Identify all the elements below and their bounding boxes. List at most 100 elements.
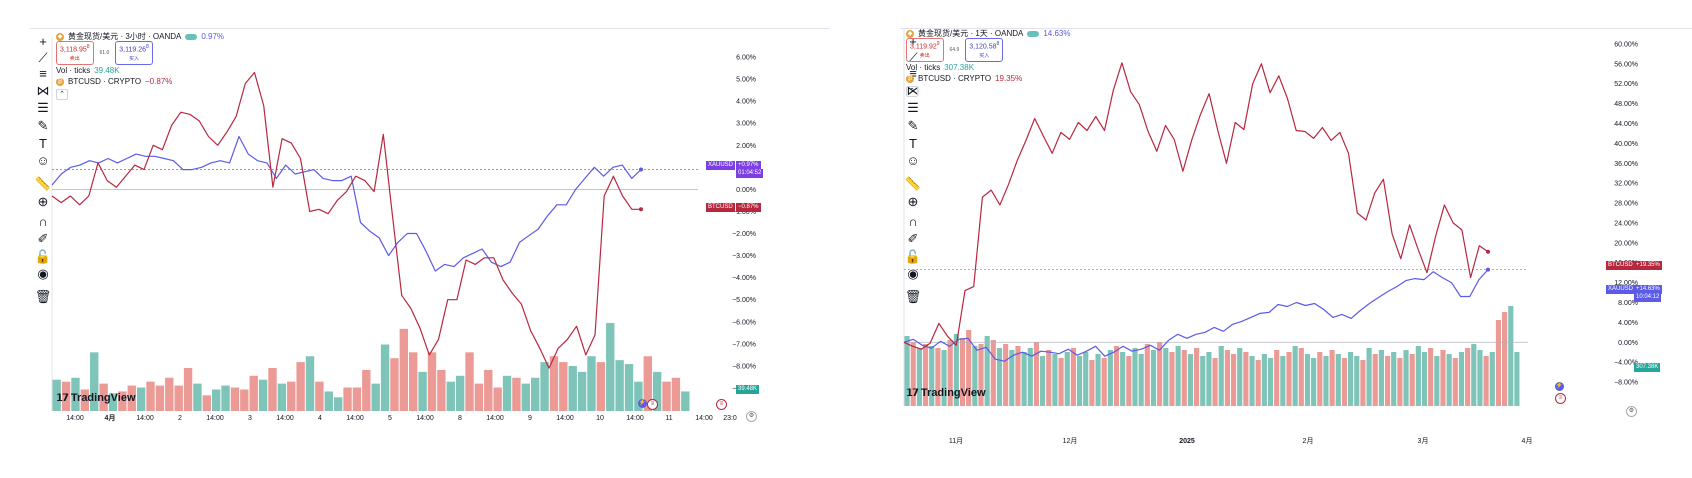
xau-tag-label: XAUUSD bbox=[708, 162, 734, 168]
y-axis-tick-label: 4.00% bbox=[736, 99, 756, 106]
ruler-icon[interactable]: 📏 bbox=[904, 175, 922, 191]
fib-lines-icon[interactable]: ≡ bbox=[909, 65, 917, 81]
compare-symbol[interactable]: BTCUSD · CRYPTO bbox=[68, 77, 142, 86]
x-axis-tick-label: 14:00 bbox=[556, 415, 574, 422]
volume-bar bbox=[662, 381, 671, 411]
sell-superscript: 8 bbox=[86, 44, 90, 51]
sell-button[interactable]: 3,119.929 卖出 bbox=[906, 38, 944, 62]
volume-bar bbox=[1157, 342, 1163, 406]
volume-bar bbox=[1033, 342, 1040, 406]
text-icon[interactable]: T bbox=[909, 135, 917, 151]
series-line-xauusd bbox=[51, 135, 642, 272]
text-icon[interactable]: T bbox=[39, 135, 47, 151]
xauusd-change-tag: +0.97% bbox=[736, 161, 761, 170]
volume-bar bbox=[1391, 352, 1397, 406]
lightning-event-icon[interactable]: ⚡ bbox=[638, 399, 647, 408]
zoom-in-icon[interactable]: ⊕ bbox=[37, 193, 49, 209]
volume-bar bbox=[1311, 358, 1317, 406]
crosshair-icon[interactable]: + bbox=[909, 33, 917, 49]
collapse-legend-button[interactable]: ⌃ bbox=[56, 89, 68, 100]
volume-bar bbox=[230, 387, 240, 411]
us-flag-event-icon[interactable]: ≡ bbox=[1555, 393, 1566, 404]
trendline-icon[interactable]: ⟋ bbox=[38, 49, 48, 65]
buy-button[interactable]: 3,119.268 买入 bbox=[115, 41, 153, 65]
volume-label[interactable]: Vol · ticks bbox=[906, 63, 941, 72]
measure-lines-icon[interactable]: ☰ bbox=[37, 99, 49, 115]
volume-bar bbox=[427, 352, 437, 411]
compare-change: 19.35% bbox=[995, 74, 1023, 83]
volume-bar bbox=[1126, 356, 1132, 406]
volume-bar bbox=[371, 383, 380, 411]
symbol-title[interactable]: 黄金现货/美元 · 1天 · OANDA bbox=[918, 29, 1024, 38]
trendline-icon[interactable]: ⟋ bbox=[908, 49, 918, 65]
volume-bar bbox=[1107, 350, 1113, 406]
volume-bar bbox=[99, 383, 108, 411]
us-flag-event-icon[interactable]: ≡ bbox=[647, 399, 658, 410]
lock-icon[interactable]: 🔓 bbox=[34, 248, 52, 264]
xau-tag-time: 10:04:12 bbox=[1636, 294, 1660, 300]
drawing-toolbar: + ⟋ ≡ ⋈ ☰ ✎ T ☺ 📏 ⊕ ∩ ✐ 🔓 ◉ 🗑 bbox=[30, 28, 54, 460]
chart-canvas[interactable]: 6.00%5.00%4.00%3.00%2.00%1.00%0.00%−1.00… bbox=[30, 28, 830, 460]
volume-bar bbox=[615, 360, 624, 411]
chart-canvas[interactable]: 60.00% 56.00% 52.00% 48.00% 44.00% 40.00% 36.0… bbox=[900, 28, 1692, 460]
tradingview-logo[interactable]: 𝟭𝟳 TradingView bbox=[906, 387, 986, 399]
volume-bar bbox=[165, 377, 174, 411]
buy-superscript: 8 bbox=[145, 44, 149, 51]
volume-bar bbox=[418, 371, 427, 411]
volume-bar bbox=[146, 381, 155, 411]
chart-settings-icon[interactable]: ⚙ bbox=[746, 411, 757, 422]
volume-label[interactable]: Vol · ticks bbox=[56, 66, 91, 75]
volume-bar bbox=[1489, 352, 1495, 406]
volume-bar bbox=[1304, 354, 1311, 406]
symbol-title[interactable]: 黄金现货/美元 · 3小时 · OANDA bbox=[68, 32, 182, 41]
ruler-icon[interactable]: 📏 bbox=[34, 175, 52, 191]
x-axis-tick-label: 5 bbox=[388, 415, 392, 422]
x-axis-tick-label: 14:00 bbox=[486, 415, 504, 422]
compare-symbol[interactable]: BTCUSD · CRYPTO bbox=[918, 74, 992, 83]
eye-icon[interactable]: ◉ bbox=[37, 265, 49, 281]
x-axis-tick-label: 4 bbox=[318, 415, 322, 422]
trash-icon[interactable]: 🗑 bbox=[34, 288, 52, 304]
x-axis-tick-label: 12月 bbox=[1063, 437, 1078, 445]
volume-bar bbox=[268, 367, 277, 411]
emoji-icon[interactable]: ☺ bbox=[906, 152, 920, 168]
volume-bar bbox=[1187, 354, 1194, 406]
collapse-legend-button[interactable]: ⌃ bbox=[906, 86, 918, 97]
volume-bar bbox=[577, 371, 587, 411]
tradingview-logo[interactable]: 𝟭𝟳 TradingView bbox=[56, 392, 136, 404]
trash-icon[interactable]: 🗑 bbox=[904, 288, 922, 304]
volume-bar bbox=[643, 356, 652, 411]
emoji-icon[interactable]: ☺ bbox=[36, 152, 50, 168]
volume-bar bbox=[521, 383, 530, 411]
y-axis-tick-label: 3.00% bbox=[736, 121, 756, 128]
sell-button[interactable]: 3,118.958 卖出 bbox=[56, 41, 94, 65]
y-axis-tick-label: 28.00% bbox=[1614, 201, 1638, 208]
us-flag-event-icon[interactable]: ≡ bbox=[716, 399, 727, 410]
chart-settings-icon[interactable]: ⚙ bbox=[1626, 406, 1637, 417]
magnet-icon[interactable]: ∩ bbox=[38, 213, 48, 229]
fib-lines-icon[interactable]: ≡ bbox=[39, 65, 47, 81]
volume-bar bbox=[1175, 346, 1181, 406]
bitcoin-symbol-icon: ₿ bbox=[56, 77, 64, 86]
zoom-in-icon[interactable]: ⊕ bbox=[907, 193, 919, 209]
volume-bar bbox=[512, 377, 521, 411]
crosshair-icon[interactable]: + bbox=[39, 33, 47, 49]
volume-bar bbox=[996, 348, 1003, 406]
measure-lines-icon[interactable]: ☰ bbox=[907, 99, 919, 115]
lightning-event-icon[interactable]: ⚡ bbox=[1555, 382, 1564, 391]
lock-draw-icon[interactable]: ✐ bbox=[37, 230, 49, 246]
volume-bar bbox=[1483, 356, 1489, 406]
lock-draw-icon[interactable]: ✐ bbox=[907, 230, 919, 246]
eye-icon[interactable]: ◉ bbox=[907, 265, 919, 281]
spread-value: 64.9 bbox=[949, 47, 960, 53]
brush-icon[interactable]: ✎ bbox=[37, 117, 49, 133]
magnet-icon[interactable]: ∩ bbox=[908, 213, 918, 229]
volume-bar bbox=[1138, 354, 1144, 406]
lock-icon[interactable]: 🔓 bbox=[904, 248, 922, 264]
volume-bar bbox=[1083, 352, 1089, 406]
y-axis-tick-label: 0.00% bbox=[1618, 340, 1638, 347]
buy-button[interactable]: 3,120.588 买入 bbox=[965, 38, 1004, 62]
tradingview-logo-text: TradingView bbox=[70, 392, 136, 404]
pattern-icon[interactable]: ⋈ bbox=[36, 82, 50, 98]
brush-icon[interactable]: ✎ bbox=[907, 117, 919, 133]
